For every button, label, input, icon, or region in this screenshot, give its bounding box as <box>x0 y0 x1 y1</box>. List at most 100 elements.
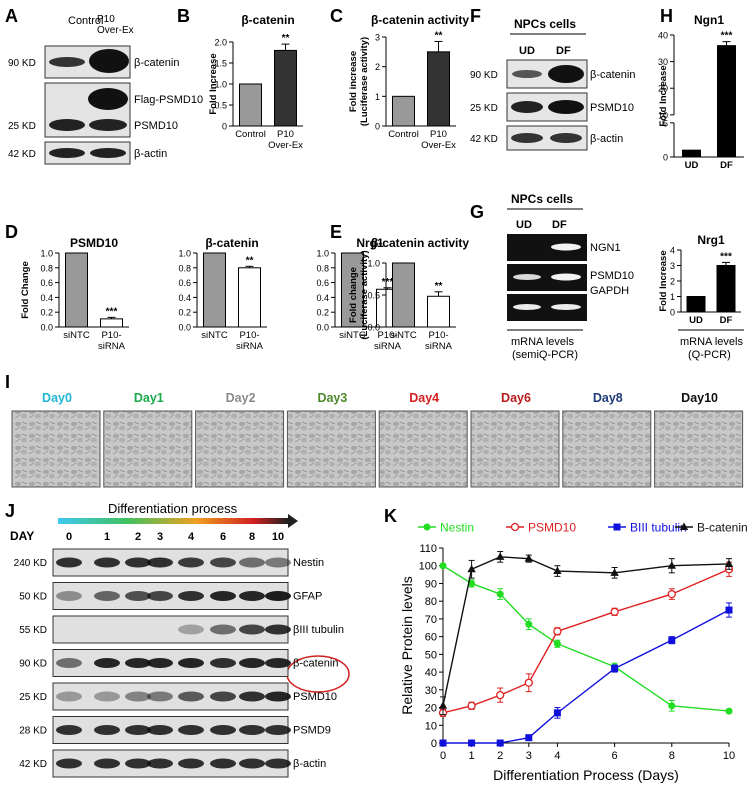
y-tick-label: 2.0 <box>214 38 227 48</box>
chart-title: Nrg1 <box>356 236 384 250</box>
data-point <box>725 707 733 715</box>
chart-h1: 0 510 20 30 40 Ngn1 Fold Increase UD *** DF <box>658 13 744 171</box>
protein-label: Nestin <box>293 557 324 569</box>
chart-title: Nrg1 <box>697 233 725 247</box>
protein-label: PSMD10 <box>134 120 178 132</box>
kd-label: 55 KD <box>19 625 47 636</box>
band <box>178 758 204 769</box>
bar <box>341 252 364 328</box>
significance-label: *** <box>382 277 394 288</box>
band <box>265 691 291 702</box>
band <box>239 591 265 601</box>
band <box>210 591 236 601</box>
band <box>94 557 120 568</box>
y-tick-label: 30 <box>425 685 437 697</box>
protein-label: β-catenin <box>590 69 635 81</box>
data-point <box>524 554 533 562</box>
band <box>125 725 151 735</box>
protein-label: PSMD10 <box>590 102 634 114</box>
lane-ud: UD <box>519 45 535 57</box>
kd-label: 25 KD <box>470 103 498 114</box>
panel-k-line-chart: 0 10 20 30 40 50 60 70 80 90 100 110 0 1 2 3 4 6 8 10 Differ… <box>399 521 748 784</box>
x-tick-label: P10- <box>377 330 397 341</box>
band <box>90 148 126 158</box>
y-tick-label: 0.8 <box>40 263 53 273</box>
micrograph-image <box>470 410 560 488</box>
band <box>265 591 291 601</box>
y-axis-label: Fold Increase <box>208 53 219 114</box>
bar <box>238 267 261 328</box>
band <box>550 133 582 143</box>
protein-label: β-actin <box>293 758 326 770</box>
legend-label: BIII tubulin <box>630 521 687 535</box>
bar <box>427 295 450 328</box>
chart-title: β-catenin activity <box>371 236 469 250</box>
data-point <box>524 678 533 687</box>
band <box>56 557 82 568</box>
x-tick-label: 8 <box>669 750 675 762</box>
data-point <box>438 701 448 709</box>
band <box>147 691 173 702</box>
caption: mRNA levels <box>511 336 574 348</box>
band <box>512 70 542 78</box>
bar <box>274 49 297 127</box>
band <box>94 725 120 735</box>
data-point <box>510 522 520 532</box>
kd-label: 90 KD <box>8 58 36 69</box>
data-point <box>610 607 619 616</box>
micrograph-image <box>11 410 101 488</box>
x-tick-label: P10 <box>277 129 294 140</box>
chart-c: 0 1 2 3 β-catenin activity Fold increase (Luci… <box>348 13 469 151</box>
y-tick-label: 0.0 <box>178 323 191 333</box>
y-tick-label: 1.0 <box>367 259 380 269</box>
band <box>178 725 204 735</box>
significance-label: *** <box>720 251 732 262</box>
panel-a-lane-control: Control <box>68 15 103 27</box>
y-tick-label: 1.0 <box>178 249 191 259</box>
data-point <box>496 739 504 747</box>
panel-letter-f: F <box>470 6 481 26</box>
kd-label: 90 KD <box>470 70 498 81</box>
legend-item: PSMD10 <box>506 521 576 535</box>
kd-label: 42 KD <box>470 134 498 145</box>
band <box>210 658 236 668</box>
gel-band <box>513 304 541 310</box>
data-point <box>553 640 561 648</box>
series-line <box>442 556 730 706</box>
gene-label: PSMD10 <box>590 270 634 282</box>
data-point <box>423 523 431 531</box>
x-tick-label: siNTC <box>63 330 90 341</box>
panel-a-western-blot: Control P10 Over-Ex 90 KD 25 KD 42 KD β-… <box>8 14 203 165</box>
band <box>125 557 151 568</box>
process-label: Differentiation process <box>108 501 238 516</box>
x-tick-label: 1 <box>469 750 475 762</box>
x-tick-label: siRNA <box>236 341 264 352</box>
y-tick-label: 0.2 <box>178 308 191 318</box>
y-tick-label: 1.0 <box>40 249 53 259</box>
y-tick-label: 0.6 <box>40 278 53 288</box>
caption: (Q-PCR) <box>688 349 731 361</box>
y-axis-label: Fold increase <box>348 51 359 112</box>
x-tick-label: 2 <box>497 750 503 762</box>
data-point <box>667 589 676 599</box>
y-tick-label: 20 <box>425 703 437 715</box>
band <box>125 591 151 601</box>
y-axis-label: Fold Increase <box>658 250 669 311</box>
chart-title: β-catenin <box>241 13 294 27</box>
y-tick-label: 0.0 <box>316 323 329 333</box>
series-line <box>442 568 730 714</box>
y-tick-label: 3 <box>670 261 675 271</box>
bar <box>716 265 736 313</box>
data-point <box>725 606 733 614</box>
significance-label: *** <box>721 31 733 42</box>
data-point <box>525 734 533 742</box>
y-tick-label: 0 <box>670 308 675 318</box>
y-tick-label: 60 <box>425 632 437 644</box>
legend-label: PSMD10 <box>528 521 576 535</box>
day-label: Day2 <box>226 391 256 405</box>
y-tick-label: 1.0 <box>214 80 227 90</box>
panel-a-blot-actin <box>44 141 131 165</box>
day-label: DAY <box>10 529 34 543</box>
y-tick-label: 5 <box>663 118 668 128</box>
chart-e: 0.0 0.5 1.0 β-catenin activity Fold change (L… <box>348 236 469 352</box>
